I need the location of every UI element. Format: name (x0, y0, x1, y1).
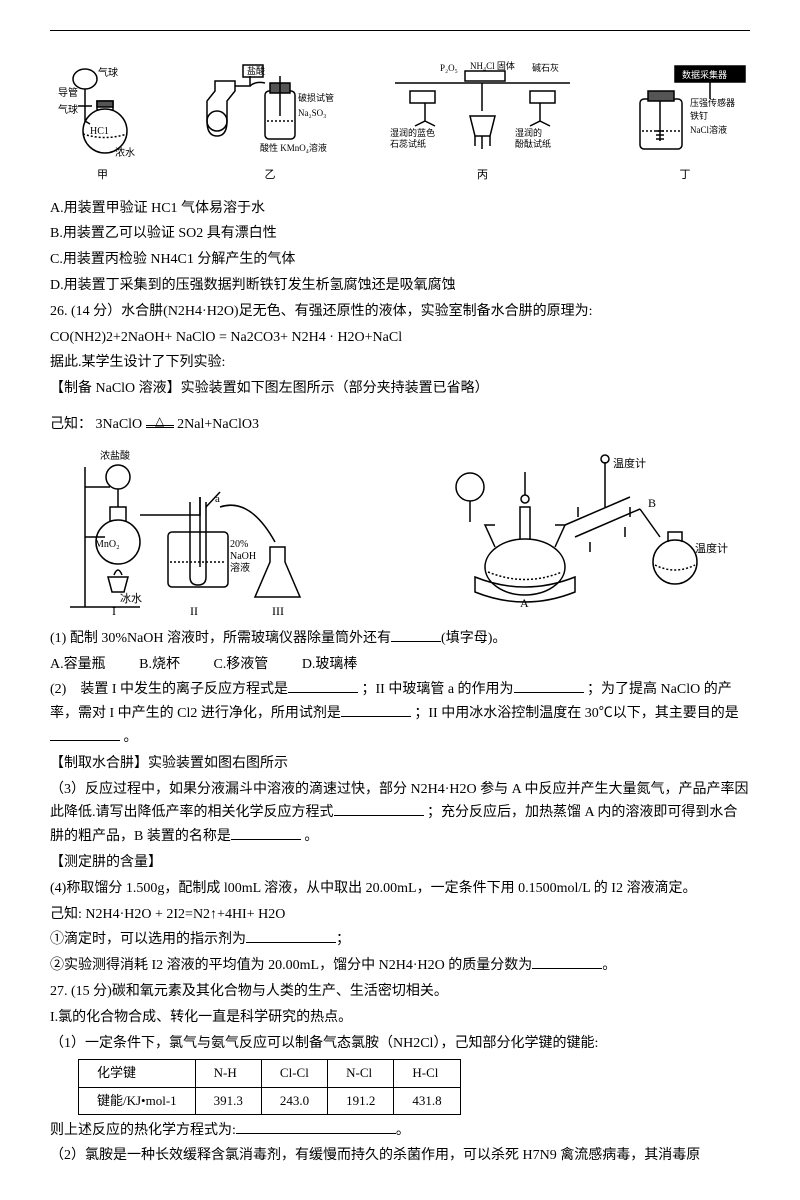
q26-1: (1) 配制 30%NaOH 溶液时，所需玻璃仪器除量筒外还有(填字母)。 (50, 627, 750, 651)
svg-text:温度计: 温度计 (695, 541, 728, 555)
svg-text:酚酞试纸: 酚酞试纸 (515, 138, 551, 149)
svg-text:A: A (520, 596, 529, 610)
opt-c: C.移液管 (213, 657, 268, 672)
svg-text:I: I (112, 604, 116, 617)
q27-1b: 则上述反应的热化学方程式为:。 (50, 1119, 750, 1143)
blank-2d (50, 726, 120, 741)
apparatus-ding: 数据采集器 压强传感器 铁钉 NaCl溶液 丁 (620, 61, 750, 185)
svg-text:气球: 气球 (98, 66, 118, 79)
figure-row-top: 导管 气球 HC1 浓水 气球 甲 盐酸 破损试管 Na₂SO₃ 酸 (50, 61, 750, 185)
q26-4-2: ②实验测得消耗 I2 溶液的平均值为 20.00mL，馏分中 N2H4·H2O … (50, 954, 750, 978)
svg-text:铁钉: 铁钉 (690, 110, 708, 121)
q26-known: 己知： 3NaClO △ 2Nal+NaClO3 (50, 413, 750, 437)
header-rule (50, 30, 750, 31)
option-b: B.用装置乙可以验证 SO2 具有漂白性 (50, 222, 750, 246)
blank-1 (391, 627, 441, 642)
label-yi: 乙 (195, 166, 345, 185)
q26-equation: CO(NH2)2+2NaOH+ NaClO = Na2CO3+ N2H4 · H… (50, 326, 750, 350)
svg-text:NaOH: NaOH (230, 551, 256, 562)
svg-text:湿润的蓝色: 湿润的蓝色 (390, 127, 435, 138)
svg-text:NH₄Cl 固体: NH₄Cl 固体 (470, 61, 515, 71)
table-row: 化学键 N-H Cl-Cl N-Cl H-Cl (79, 1060, 461, 1087)
q26-2: (2) 装置 I 中发生的离子反应方程式是 ；II 中玻璃管 a 的作用为 ；为… (50, 678, 750, 749)
q26-section3: 【测定肼的含量】 (50, 851, 750, 875)
q27-I: I.氯的化合物合成、转化一直是科学研究的热点。 (50, 1006, 750, 1030)
svg-text:导管: 导管 (58, 86, 78, 99)
blank-2a (288, 678, 358, 693)
opt-d: D.玻璃棒 (302, 657, 358, 672)
svg-text:压强传感器: 压强传感器 (690, 97, 735, 108)
known-pre: 己知： 3NaClO (50, 417, 142, 432)
q26-section1: 【制备 NaClO 溶液】实验装置如下图左图所示（部分夹持装置已省略） (50, 377, 750, 401)
svg-text:20%: 20% (230, 539, 248, 550)
opt-a: A.容量瓶 (50, 657, 106, 672)
svg-text:石蕊试纸: 石蕊试纸 (390, 138, 426, 149)
q27-2: （2）氯胺是一种长效缓释含氯消毒剂，有缓慢而持久的杀菌作用，可以杀死 H7N9 … (50, 1144, 750, 1168)
svg-text:a: a (215, 493, 220, 505)
known-post: 2Nal+NaClO3 (177, 417, 259, 432)
svg-text:浓盐酸: 浓盐酸 (100, 449, 130, 462)
svg-text:酸性 KMnO₄溶液: 酸性 KMnO₄溶液 (260, 142, 327, 153)
opt-b: B.烧杯 (139, 657, 180, 672)
svg-text:II: II (190, 604, 198, 617)
blank-4-1 (246, 928, 336, 943)
svg-text:盐酸: 盐酸 (247, 65, 265, 76)
blank-3a (334, 801, 424, 816)
svg-text:HC1: HC1 (90, 126, 109, 137)
svg-text:NaCl溶液: NaCl溶液 (690, 124, 727, 135)
q26-section2: 【制取水合肼】实验装置如图右图所示 (50, 752, 750, 776)
q26-4: (4)称取馏分 1.500g，配制成 l00mL 溶液，从中取出 20.00mL… (50, 877, 750, 901)
q26-3: （3）反应过程中，如果分液漏斗中溶液的滴速过快，部分 N2H4·H2O 参与 A… (50, 778, 750, 849)
svg-text:MnO₂: MnO₂ (95, 539, 120, 550)
q27-1: （1）一定条件下，氯气与氨气反应可以制备气态氯胺（NH2Cl），己知部分化学键的… (50, 1032, 750, 1056)
svg-text:破损试管: 破损试管 (298, 92, 334, 103)
q27-intro: 27. (15 分)碳和氧元素及其化合物与人类的生产、生活密切相关。 (50, 980, 750, 1004)
blank-4-2 (532, 954, 602, 969)
q26-intro: 26. (14 分）水合肼(N2H4·H2O)足无色、有强还原性的液体，实验室制… (50, 300, 750, 324)
apparatus-bing: P₂O₅ NH₄Cl 固体 碱石灰 湿润的蓝色 石蕊试纸 湿润的 酚酞试纸 丙 (385, 61, 580, 185)
svg-text:浓水: 浓水 (115, 147, 135, 159)
reaction-arrow: △ (146, 425, 174, 428)
apparatus-right: NaClO溶液 (430, 447, 750, 617)
svg-text:Na₂SO₃: Na₂SO₃ (298, 108, 326, 118)
svg-text:冰水: 冰水 (120, 592, 142, 605)
label-jia: 甲 (50, 166, 155, 185)
label-bing: 丙 (385, 166, 580, 185)
svg-text:III: III (272, 604, 284, 617)
svg-text:P₂O₅: P₂O₅ (440, 63, 458, 73)
bond-energy-table: 化学键 N-H Cl-Cl N-Cl H-Cl 键能/KJ•mol-1 391.… (78, 1059, 461, 1114)
q26-1-options: A.容量瓶 B.烧杯 C.移液管 D.玻璃棒 (50, 653, 750, 677)
q26-line1: 据此.某学生设计了下列实验: (50, 351, 750, 375)
svg-text:气球: 气球 (58, 103, 78, 116)
svg-text:碱石灰: 碱石灰 (532, 62, 559, 73)
apparatus-jia: 导管 气球 HC1 浓水 气球 甲 (50, 61, 155, 185)
apparatus-yi: 盐酸 破损试管 Na₂SO₃ 酸性 KMnO₄溶液 乙 (195, 61, 345, 185)
svg-text:数据采集器: 数据采集器 (682, 69, 727, 80)
th-bond: 化学键 (79, 1060, 196, 1087)
option-a: A.用装置甲验证 HC1 气体易溶于水 (50, 197, 750, 221)
q26-4-1: ①滴定时，可以选用的指示剂为； (50, 928, 750, 952)
apparatus-left: 浓盐酸 a MnO₂ 冰水 20% NaOH 溶液 I II III (50, 447, 330, 617)
blank-2b (514, 678, 584, 693)
table-row: 键能/KJ•mol-1 391.3 243.0 191.2 431.8 (79, 1087, 461, 1114)
blank-27-1 (236, 1119, 396, 1134)
option-c: C.用装置丙检验 NH4C1 分解产生的气体 (50, 248, 750, 272)
blank-3b (231, 825, 301, 840)
figure-row-mid: 浓盐酸 a MnO₂ 冰水 20% NaOH 溶液 I II III NaClO… (50, 447, 750, 617)
svg-text:溶液: 溶液 (230, 561, 250, 574)
label-ding: 丁 (620, 166, 750, 185)
q26-known2: 己知: N2H4·H2O + 2I2=N2↑+4HI+ H2O (50, 903, 750, 927)
blank-2c (341, 702, 411, 717)
th-energy: 键能/KJ•mol-1 (79, 1087, 196, 1114)
svg-text:B: B (648, 496, 656, 510)
svg-text:湿润的: 湿润的 (515, 127, 542, 138)
option-d: D.用装置丁采集到的压强数据判断铁钉发生析氢腐蚀还是吸氧腐蚀 (50, 274, 750, 298)
svg-text:温度计: 温度计 (613, 456, 646, 470)
